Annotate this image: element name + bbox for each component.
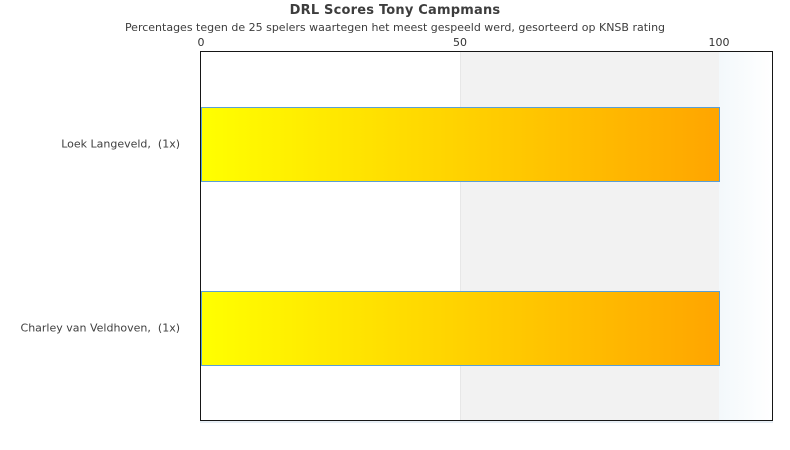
bar-1 (201, 290, 720, 366)
category-label-1: Charley van Veldhoven, (1x) (20, 321, 180, 335)
x-tick-label-50: 50 (453, 36, 467, 49)
plot-area (200, 51, 773, 421)
bar-0 (201, 106, 720, 182)
category-label-0: Loek Langeveld, (1x) (61, 137, 180, 151)
chart-title: DRL Scores Tony Campmans (289, 3, 501, 18)
x-tick-label-100: 100 (708, 36, 730, 49)
overflow-band (719, 52, 772, 420)
x-tick-label-0: 0 (197, 36, 205, 49)
chart-subtitle: Percentages tegen de 25 spelers waartege… (124, 21, 666, 34)
x-axis-top: 0 50 100 (197, 36, 773, 50)
category-axis: Loek Langeveld, (1x) Charley van Veldhove… (0, 52, 190, 420)
